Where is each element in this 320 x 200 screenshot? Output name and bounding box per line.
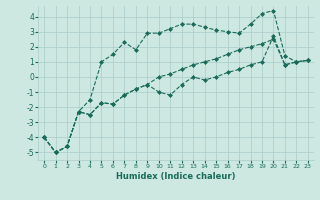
X-axis label: Humidex (Indice chaleur): Humidex (Indice chaleur) <box>116 172 236 181</box>
